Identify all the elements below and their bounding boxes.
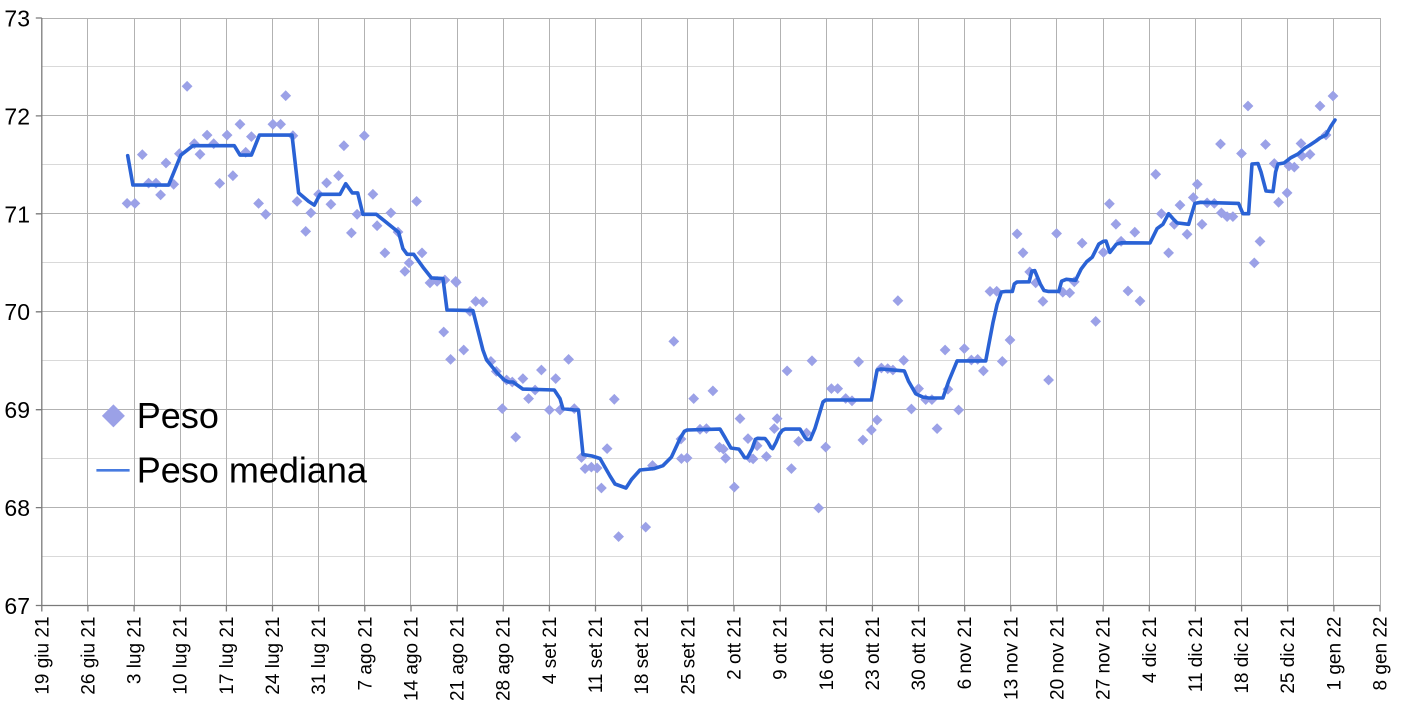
svg-text:23 ott 21: 23 ott 21 bbox=[863, 617, 884, 691]
svg-text:70: 70 bbox=[4, 299, 30, 325]
svg-text:16 ott 21: 16 ott 21 bbox=[817, 617, 838, 691]
svg-text:11 dic 21: 11 dic 21 bbox=[1186, 617, 1207, 693]
svg-text:9 ott 21: 9 ott 21 bbox=[771, 617, 792, 680]
svg-text:69: 69 bbox=[4, 397, 30, 423]
svg-text:8 gen 22: 8 gen 22 bbox=[1371, 617, 1392, 691]
svg-text:24 lug 21: 24 lug 21 bbox=[263, 617, 284, 695]
svg-text:27 nov 21: 27 nov 21 bbox=[1094, 617, 1115, 700]
svg-text:19 giu 21: 19 giu 21 bbox=[32, 617, 53, 695]
svg-text:1 gen 22: 1 gen 22 bbox=[1324, 617, 1345, 691]
svg-text:2 ott 21: 2 ott 21 bbox=[725, 617, 746, 680]
svg-text:13 nov 21: 13 nov 21 bbox=[1001, 617, 1022, 700]
svg-text:71: 71 bbox=[4, 201, 30, 227]
svg-text:7 ago 21: 7 ago 21 bbox=[355, 617, 376, 691]
svg-text:68: 68 bbox=[4, 495, 30, 521]
svg-text:67: 67 bbox=[4, 593, 30, 619]
svg-text:14 ago 21: 14 ago 21 bbox=[402, 617, 423, 701]
svg-text:18 dic 21: 18 dic 21 bbox=[1232, 617, 1253, 694]
svg-text:4 dic 21: 4 dic 21 bbox=[1140, 617, 1161, 684]
svg-text:30 ott 21: 30 ott 21 bbox=[909, 617, 930, 691]
svg-text:20 nov 21: 20 nov 21 bbox=[1048, 617, 1069, 700]
svg-text:25 set 21: 25 set 21 bbox=[678, 617, 699, 695]
svg-text:4 set 21: 4 set 21 bbox=[540, 617, 561, 685]
svg-text:Peso mediana: Peso mediana bbox=[137, 450, 368, 491]
svg-text:11 set 21: 11 set 21 bbox=[586, 617, 607, 694]
svg-text:6 nov 21: 6 nov 21 bbox=[955, 616, 976, 689]
svg-text:72: 72 bbox=[4, 103, 30, 129]
svg-text:3 lug 21: 3 lug 21 bbox=[125, 617, 146, 685]
svg-text:26 giu 21: 26 giu 21 bbox=[78, 617, 99, 695]
svg-text:28 ago 21: 28 ago 21 bbox=[494, 617, 515, 701]
svg-text:31 lug 21: 31 lug 21 bbox=[309, 617, 330, 695]
svg-text:10 lug 21: 10 lug 21 bbox=[171, 617, 192, 695]
svg-text:17 lug 21: 17 lug 21 bbox=[217, 617, 238, 695]
svg-text:73: 73 bbox=[4, 6, 30, 32]
svg-text:18 set 21: 18 set 21 bbox=[632, 617, 653, 695]
svg-text:21 ago 21: 21 ago 21 bbox=[448, 617, 469, 701]
svg-text:Peso: Peso bbox=[137, 395, 219, 436]
svg-text:25 dic 21: 25 dic 21 bbox=[1278, 617, 1299, 694]
